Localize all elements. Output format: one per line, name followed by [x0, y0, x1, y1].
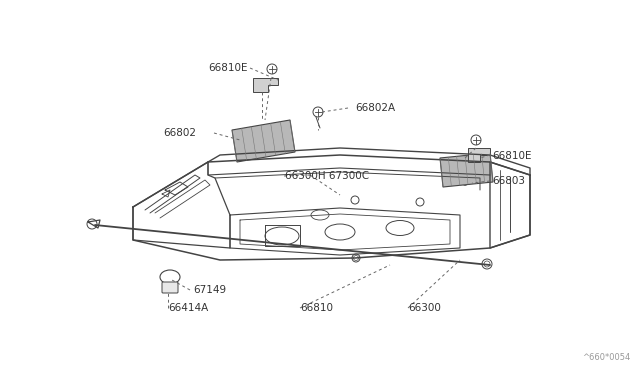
Text: 66802: 66802 [163, 128, 196, 138]
FancyBboxPatch shape [162, 282, 178, 293]
Text: 66300: 66300 [408, 303, 441, 313]
Text: 66810E: 66810E [209, 63, 248, 73]
Polygon shape [468, 148, 490, 162]
Polygon shape [232, 120, 295, 162]
Text: 66810E: 66810E [492, 151, 531, 161]
Text: 66414A: 66414A [168, 303, 208, 313]
Text: 66803: 66803 [492, 176, 525, 186]
Text: 67149: 67149 [193, 285, 226, 295]
Text: ^660*0054: ^660*0054 [582, 353, 630, 362]
Text: 66802A: 66802A [355, 103, 395, 113]
Polygon shape [253, 78, 278, 92]
Text: 66300H 67300C: 66300H 67300C [285, 171, 369, 181]
Polygon shape [440, 153, 493, 187]
Text: 66810: 66810 [300, 303, 333, 313]
